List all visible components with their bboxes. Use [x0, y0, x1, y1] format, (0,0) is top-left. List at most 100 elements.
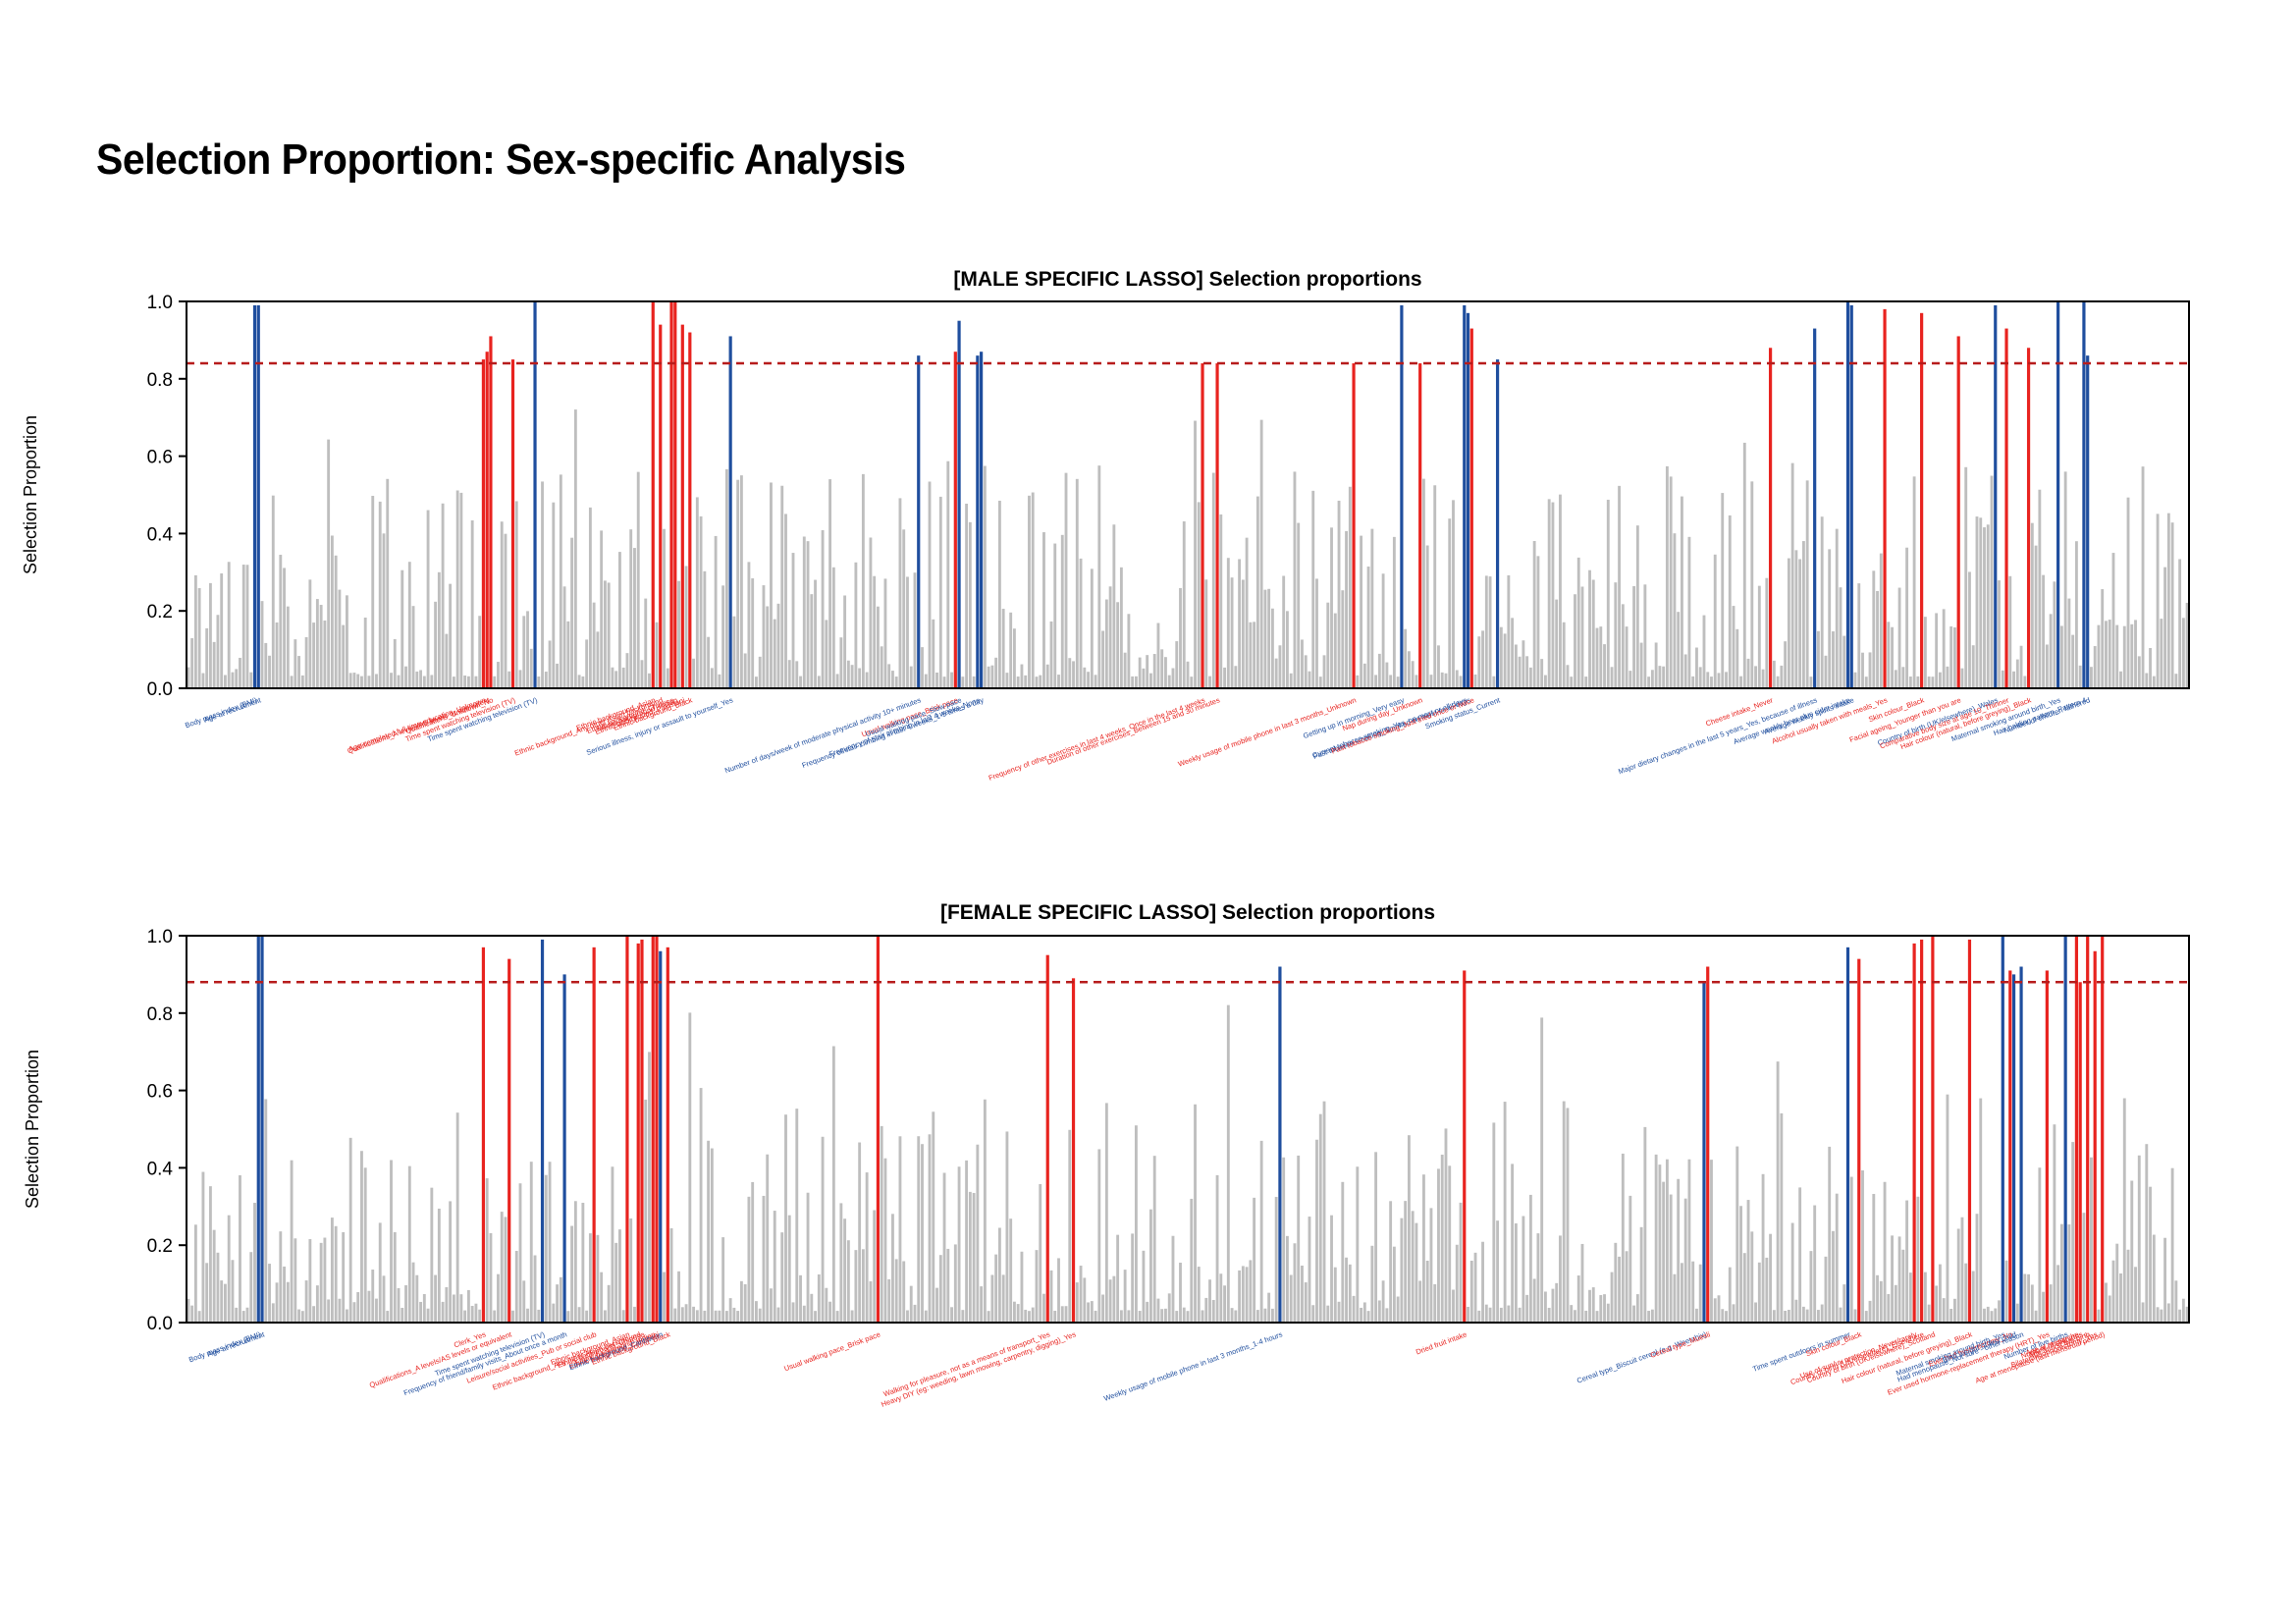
bar — [621, 1310, 625, 1323]
bar — [1551, 502, 1555, 688]
bar — [1138, 1311, 1142, 1323]
bar — [2145, 673, 2149, 688]
bar — [334, 1225, 338, 1323]
bar — [393, 638, 397, 688]
x-tick-label: Usual walking pace_Brisk pace — [782, 1329, 881, 1373]
bar — [338, 1298, 342, 1323]
bar — [2053, 1124, 2056, 1323]
female-highlighted-bars — [256, 936, 2105, 1323]
bar — [400, 1308, 404, 1323]
bar — [1606, 499, 1610, 688]
bar — [548, 1162, 552, 1323]
highlighted-bar — [957, 320, 961, 688]
bar — [644, 1099, 648, 1323]
bar — [938, 496, 942, 688]
bar — [747, 562, 751, 688]
bar — [1249, 622, 1253, 688]
bar — [1983, 1308, 1986, 1323]
bar — [810, 594, 814, 688]
bar — [1293, 1243, 1297, 1323]
bar — [1104, 1103, 1108, 1323]
bar — [1068, 1129, 1072, 1323]
bar — [2023, 676, 2027, 688]
bar — [1267, 588, 1271, 688]
bar — [770, 1288, 773, 1323]
bar — [290, 676, 294, 688]
highlighted-bar — [2001, 936, 2004, 1323]
x-tick-label: Cereal type_Muesli — [1649, 1329, 1712, 1360]
bar — [1219, 514, 1223, 688]
bar — [327, 439, 331, 688]
bar — [2108, 1295, 2111, 1323]
bar — [1643, 1126, 1647, 1323]
bar — [1584, 1310, 1588, 1323]
female-x-tick-labels: Body mass index (BMI)Age at recruitment C… — [187, 1329, 2107, 1409]
bar — [1366, 1311, 1370, 1323]
bar — [1754, 1302, 1757, 1323]
bar — [1484, 575, 1488, 688]
bar — [411, 606, 415, 688]
bar — [887, 664, 891, 688]
bar — [751, 1181, 755, 1323]
bar — [1072, 661, 1075, 688]
bar — [839, 1203, 843, 1323]
bar — [710, 1148, 714, 1323]
bar — [1525, 1294, 1529, 1323]
bar — [529, 648, 533, 688]
bar — [932, 619, 935, 688]
bar — [1765, 1257, 1769, 1323]
highlighted-bar — [1466, 312, 1470, 688]
bar — [1765, 577, 1769, 688]
bar — [1031, 1307, 1035, 1323]
bar — [360, 676, 363, 688]
bar — [1204, 579, 1208, 688]
bar — [2130, 623, 2134, 688]
highlighted-bar — [917, 355, 921, 688]
bar — [835, 1311, 839, 1323]
bar — [987, 1311, 990, 1323]
bar — [1356, 675, 1360, 688]
bar — [825, 620, 828, 688]
bar — [1683, 654, 1687, 688]
bar — [1308, 671, 1311, 688]
bar — [1942, 609, 1946, 688]
bar — [1868, 652, 1872, 688]
highlighted-bar — [2026, 348, 2031, 688]
bar — [1182, 520, 1186, 688]
bar — [994, 1254, 998, 1323]
highlighted-bar — [1045, 954, 1049, 1323]
bar — [319, 605, 323, 688]
bar — [1979, 1098, 1983, 1323]
bar — [537, 677, 541, 688]
bar — [1570, 677, 1574, 688]
bar — [961, 677, 965, 688]
bar — [1861, 1170, 1864, 1323]
bar — [1864, 677, 1868, 688]
bar — [371, 496, 375, 688]
highlighted-bar — [625, 936, 629, 1323]
bar — [869, 1280, 873, 1323]
bar — [275, 622, 279, 688]
highlighted-bar — [1201, 363, 1204, 688]
bar — [382, 533, 386, 688]
bar — [950, 672, 953, 688]
bar — [850, 665, 854, 688]
bar — [570, 537, 574, 688]
bar — [1315, 578, 1318, 688]
bar — [751, 578, 755, 688]
bar — [600, 1272, 604, 1323]
bar — [1211, 472, 1215, 688]
bar — [1042, 1293, 1045, 1323]
bar — [1156, 1298, 1160, 1323]
bar — [497, 1273, 500, 1323]
bar — [2156, 1307, 2160, 1323]
bar — [312, 1306, 316, 1323]
bar — [1492, 676, 1496, 688]
bar — [861, 1249, 865, 1323]
bar — [843, 1218, 847, 1323]
bar — [1057, 1258, 1060, 1323]
bar — [1599, 626, 1603, 688]
bar — [1020, 1251, 1024, 1323]
highlighted-bar — [1278, 966, 1282, 1323]
bar — [773, 619, 776, 688]
